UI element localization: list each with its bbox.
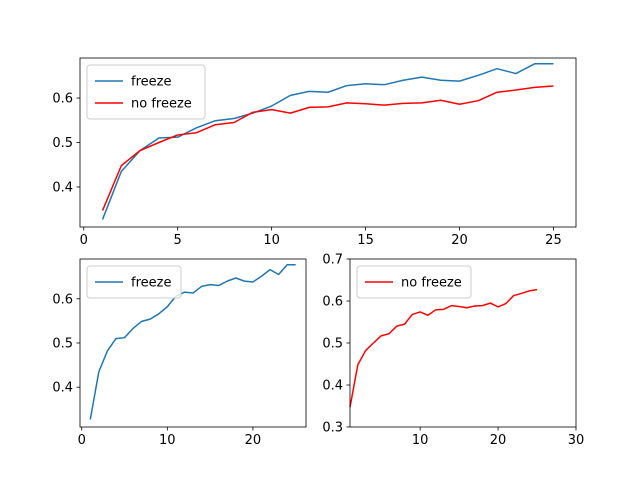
x-tick-label: 30	[568, 433, 585, 448]
series-line-freeze	[89, 264, 296, 420]
y-tick-label: 0.5	[52, 136, 73, 151]
series-line-no-freeze	[349, 288, 538, 408]
x-tick-label: 20	[245, 433, 262, 448]
x-tick-label: 20	[451, 233, 468, 248]
y-tick-label: 0.6	[52, 292, 73, 307]
legend-box	[356, 265, 472, 299]
x-tick-label: 0	[80, 233, 88, 248]
y-tick-label: 0.4	[52, 381, 73, 396]
y-tick-label: 0.4	[322, 379, 343, 394]
y-tick-label: 0.5	[52, 337, 73, 352]
x-tick-label: 10	[412, 433, 429, 448]
legend-label-no-freeze: no freeze	[401, 276, 462, 291]
y-tick-label: 0.5	[322, 337, 343, 352]
x-tick-label: 10	[159, 433, 176, 448]
y-tick-label: 0.6	[52, 92, 73, 107]
x-tick-label: 10	[263, 233, 280, 248]
legend-label-no-freeze: no freeze	[131, 97, 192, 112]
x-tick-label: 20	[490, 433, 507, 448]
series-line-no-freeze	[101, 85, 554, 211]
x-tick-label: 25	[545, 233, 562, 248]
series-line-freeze	[101, 63, 554, 220]
y-tick-label: 0.7	[322, 253, 343, 268]
legend-box	[86, 265, 182, 299]
legend-label-freeze: freeze	[131, 276, 171, 291]
x-tick-label: 5	[174, 233, 182, 248]
y-tick-label: 0.3	[322, 421, 343, 436]
y-tick-label: 0.4	[52, 180, 73, 195]
legend-box	[86, 64, 206, 120]
chart-panel-right: 10 20 30 0.3 0.4 0.5 0.6 0.7 no freeze	[322, 253, 584, 449]
chart-panel-top: 0 5 10 15 20 25 0.4 0.5 0.6 freeze no freeze	[52, 57, 577, 248]
y-tick-label: 0.6	[322, 295, 343, 310]
x-tick-label: 0	[78, 433, 86, 448]
legend-label-freeze: freeze	[131, 75, 171, 90]
x-tick-label: 15	[357, 233, 374, 248]
chart-panel-left: 0 10 20 0.4 0.5 0.6 freeze	[52, 258, 307, 448]
